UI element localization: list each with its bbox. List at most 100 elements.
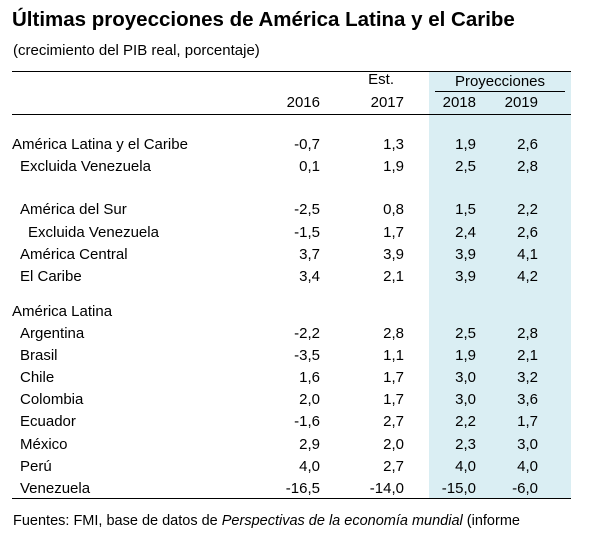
header-2017: 2017 (370, 94, 404, 111)
table-row: América Latina y el Caribe -0,7 1,3 1,9 2,6 (0, 136, 590, 158)
row-label: Excluida Venezuela (20, 158, 151, 175)
table-row: Ecuador -1,6 2,7 2,2 1,7 (0, 413, 590, 435)
value-2017: 3,9 (383, 246, 404, 263)
table-row: Excluida Venezuela -1,5 1,7 2,4 2,6 (0, 224, 590, 246)
value-2017: 2,8 (383, 325, 404, 342)
value-2017: 0,8 (383, 201, 404, 218)
value-2017: 1,7 (383, 391, 404, 408)
value-2016: -1,6 (294, 413, 320, 430)
header-2018: 2018 (442, 94, 476, 111)
table-row: América del Sur -2,5 0,8 1,5 2,2 (0, 201, 590, 223)
projections-header: Proyecciones (454, 73, 546, 90)
value-2018: 3,9 (455, 268, 476, 285)
value-2017: 2,1 (383, 268, 404, 285)
value-2017: 2,7 (383, 458, 404, 475)
value-2018: 4,0 (455, 458, 476, 475)
value-2018: 1,5 (455, 201, 476, 218)
table-row: El Caribe 3,4 2,1 3,9 4,2 (0, 268, 590, 290)
value-2019: 1,7 (517, 413, 538, 430)
table-row: Brasil -3,5 1,1 1,9 2,1 (0, 347, 590, 369)
value-2018: 2,3 (455, 436, 476, 453)
value-2019: 3,2 (517, 369, 538, 386)
row-label: Chile (20, 369, 55, 386)
value-2018: 3,0 (455, 391, 476, 408)
value-2016: -0,7 (294, 136, 320, 153)
row-label: Perú (20, 458, 52, 475)
row-label: América Central (20, 246, 128, 263)
value-2016: -1,5 (294, 224, 320, 241)
row-label: Venezuela (20, 480, 91, 497)
bottom-rule (12, 498, 571, 499)
value-2019: 4,2 (517, 268, 538, 285)
value-2017: 1,3 (383, 136, 404, 153)
top-rule (12, 71, 571, 72)
table-row: América Latina (0, 303, 590, 325)
row-label: México (20, 436, 68, 453)
table-row: Chile 1,6 1,7 3,0 3,2 (0, 369, 590, 391)
row-label: Colombia (20, 391, 84, 408)
projections-band (429, 71, 571, 498)
value-2017: -14,0 (369, 480, 404, 497)
header-2016: 2016 (286, 94, 320, 111)
table-row: Venezuela -16,5 -14,0 -15,0 -6,0 (0, 480, 590, 502)
value-2019: 2,8 (517, 158, 538, 175)
value-2016: 1,6 (299, 369, 320, 386)
value-2017: 1,7 (383, 369, 404, 386)
value-2018: 3,0 (455, 369, 476, 386)
value-2019: 4,0 (517, 458, 538, 475)
value-2018: 2,5 (455, 158, 476, 175)
row-label: Excluida Venezuela (28, 224, 159, 241)
value-2019: 4,1 (517, 246, 538, 263)
table-row: Perú 4,0 2,7 4,0 4,0 (0, 458, 590, 480)
header-est: Est. (368, 71, 394, 88)
row-label: América Latina (12, 303, 113, 320)
value-2016: -3,5 (294, 347, 320, 364)
header-rule (12, 114, 571, 115)
footer-suffix: (informe (462, 513, 520, 529)
table-subtitle: (crecimiento del PIB real, porcentaje) (13, 42, 260, 59)
value-2016: 4,0 (299, 458, 320, 475)
value-2016: 0,1 (299, 158, 320, 175)
value-2016: -2,2 (294, 325, 320, 342)
value-2018: 3,9 (455, 246, 476, 263)
value-2019: 3,0 (517, 436, 538, 453)
row-label: Brasil (20, 347, 58, 364)
value-2018: -15,0 (441, 480, 476, 497)
value-2018: 1,9 (455, 347, 476, 364)
table-row: Excluida Venezuela 0,1 1,9 2,5 2,8 (0, 158, 590, 180)
row-label: El Caribe (20, 268, 82, 285)
table-title: Últimas proyecciones de América Latina y… (12, 8, 515, 31)
value-2016: 3,7 (299, 246, 320, 263)
value-2018: 2,4 (455, 224, 476, 241)
value-2018: 2,2 (455, 413, 476, 430)
value-2017: 1,1 (383, 347, 404, 364)
value-2016: -2,5 (294, 201, 320, 218)
value-2019: 2,2 (517, 201, 538, 218)
value-2016: 2,9 (299, 436, 320, 453)
row-label: América Latina y el Caribe (12, 136, 188, 153)
value-2017: 2,7 (383, 413, 404, 430)
table-row: Argentina -2,2 2,8 2,5 2,8 (0, 325, 590, 347)
projections-underline (435, 91, 565, 92)
value-2016: 2,0 (299, 391, 320, 408)
table-row: América Central 3,7 3,9 3,9 4,1 (0, 246, 590, 268)
value-2019: 2,6 (517, 136, 538, 153)
value-2017: 1,9 (383, 158, 404, 175)
footer-prefix: Fuentes: FMI, base de datos de (13, 513, 222, 529)
value-2019: 2,1 (517, 347, 538, 364)
source-footer: Fuentes: FMI, base de datos de Perspecti… (13, 513, 520, 529)
value-2016: -16,5 (285, 480, 320, 497)
value-2019: 3,6 (517, 391, 538, 408)
value-2016: 3,4 (299, 268, 320, 285)
header-2019: 2019 (504, 94, 538, 111)
row-label: América del Sur (20, 201, 127, 218)
value-2017: 1,7 (383, 224, 404, 241)
value-2018: 2,5 (455, 325, 476, 342)
value-2019: -6,0 (512, 480, 538, 497)
value-2017: 2,0 (383, 436, 404, 453)
value-2019: 2,6 (517, 224, 538, 241)
value-2018: 1,9 (455, 136, 476, 153)
row-label: Argentina (20, 325, 85, 342)
value-2019: 2,8 (517, 325, 538, 342)
table-row: México 2,9 2,0 2,3 3,0 (0, 436, 590, 458)
